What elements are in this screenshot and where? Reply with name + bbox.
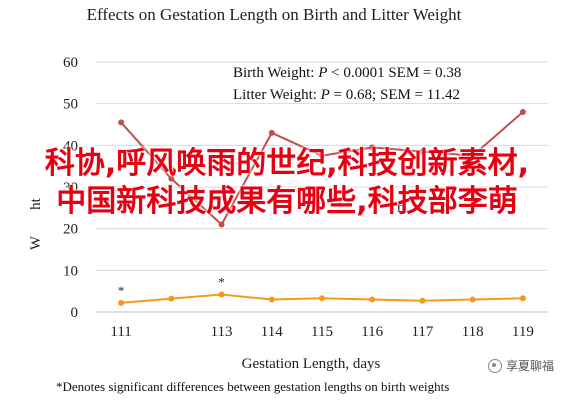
y-tick-label: 50 [63, 97, 78, 113]
series-layer [118, 109, 526, 306]
data-point-birth [369, 296, 376, 303]
legend-partial: h [397, 200, 405, 216]
data-point-litter [168, 175, 175, 182]
x-tick-label: 116 [361, 324, 383, 340]
x-tick-label: 117 [411, 324, 433, 340]
y-tick-label: 20 [63, 222, 78, 238]
significance-markers: ** [118, 275, 225, 298]
data-point-litter [118, 119, 125, 126]
watermark-text: 享夏聊福 [505, 359, 554, 373]
watermark: 享夏聊福 [484, 356, 557, 375]
data-point-birth [519, 295, 526, 302]
birth-annotation: Birth Weight: P < 0.0001 SEM = 0.38 [233, 65, 461, 81]
x-tick-label: 118 [462, 324, 484, 340]
data-point-litter [319, 152, 325, 159]
data-point-birth [469, 296, 476, 303]
y-tick-label: 10 [63, 263, 78, 279]
x-axis-title: Gestation Length, days [242, 356, 381, 372]
y-tick-label: 60 [63, 55, 78, 71]
data-point-birth [268, 296, 275, 303]
chart-title: Effects on Gestation Length on Birth and… [87, 5, 462, 24]
x-tick-label: 111 [110, 324, 131, 340]
significance-star: * [218, 275, 225, 290]
litter-annotation: Litter Weight: P = 0.68; SEM = 11.42 [233, 87, 460, 103]
data-point-birth [319, 295, 325, 302]
gridlines [96, 61, 548, 271]
y-axis-partial-label: W [28, 235, 44, 250]
data-point-litter [519, 109, 526, 115]
data-point-birth [218, 291, 225, 298]
wechat-icon [487, 358, 502, 373]
data-point-litter [419, 148, 426, 155]
y-tick-label: 0 [71, 305, 79, 321]
x-tick-label: 115 [311, 324, 333, 340]
y-axis-partial-label-2: ht [28, 197, 44, 210]
x-axis-ticks: 111 113 114 115 116 117 118 119 [110, 324, 533, 340]
x-tick-label: 113 [211, 324, 233, 340]
y-tick-label: 40 [63, 138, 78, 154]
data-point-birth [118, 299, 125, 306]
significance-star: * [118, 283, 125, 298]
series-line-litter [120, 111, 524, 227]
data-point-birth [419, 297, 426, 304]
data-point-birth [168, 295, 175, 302]
data-point-litter [469, 152, 476, 159]
data-point-litter [268, 129, 275, 136]
data-point-litter [218, 221, 225, 228]
data-point-litter [369, 144, 376, 151]
y-axis-ticks: 0 10 20 30 40 50 60 [63, 55, 78, 321]
x-tick-label: 114 [261, 324, 283, 340]
y-tick-label: 30 [63, 180, 78, 196]
footnote: *Denotes significant differences between… [56, 379, 449, 394]
x-tick-label: 119 [512, 324, 534, 340]
